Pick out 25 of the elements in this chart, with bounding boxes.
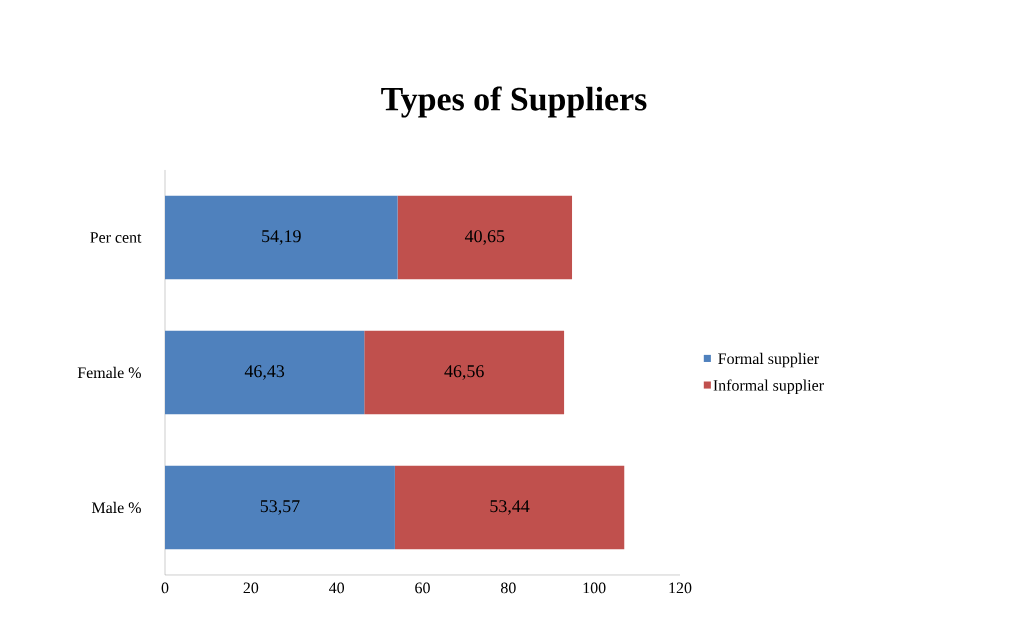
bar [397, 195, 573, 280]
bar [394, 465, 625, 550]
data-label: 46,43 [244, 365, 285, 380]
x-tick-label: 40 [329, 582, 345, 594]
y-tick-label: Male % [91, 501, 141, 514]
bar [364, 330, 565, 415]
legend-label: Formal supplier [718, 352, 819, 368]
y-tick-label: Per cent [90, 232, 142, 243]
legend-label: Informal supplier [713, 379, 824, 395]
x-tick-label: 20 [243, 582, 259, 594]
data-label: 53,44 [490, 500, 530, 515]
x-tick-label: 120 [669, 582, 692, 594]
x-tick-label: 80 [500, 582, 516, 594]
data-label: 53,57 [260, 500, 300, 515]
bar [165, 465, 395, 550]
x-tick-label: 60 [415, 582, 430, 594]
y-tick-label: Female % [77, 366, 141, 379]
chart-title: Types of Suppliers [381, 86, 647, 118]
x-tick-label: 100 [583, 582, 606, 594]
bar [165, 330, 365, 415]
bar [165, 195, 398, 280]
data-label: 54,19 [262, 230, 301, 245]
data-label: 46,56 [444, 365, 484, 380]
x-tick-label: 0 [161, 582, 169, 594]
data-label: 40,65 [464, 230, 505, 245]
